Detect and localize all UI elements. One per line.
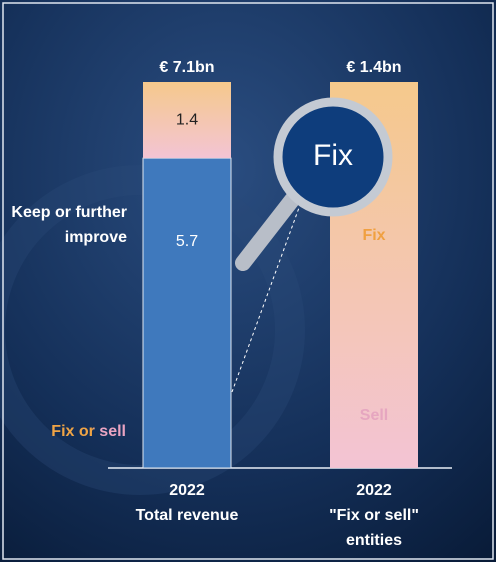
x-tick-year: 2022	[299, 478, 449, 503]
bar-segment	[143, 158, 231, 468]
segment-label: Sell	[360, 407, 388, 424]
x-tick-label: "Fix or sell" entities	[319, 503, 429, 553]
segment-label: Fix	[362, 227, 385, 244]
magnifier-label: Fix	[313, 139, 353, 172]
legend-label: Fix or sell	[51, 423, 126, 440]
total-label: € 1.4bn	[346, 59, 401, 76]
total-label: € 7.1bn	[159, 59, 214, 76]
value-label: 5.7	[176, 233, 198, 250]
page: Fix Sell Fix € 7.1bn 5.7 1.4 € 1.4bn Fix or s…	[0, 0, 496, 562]
x-tick-year: 2022	[112, 478, 262, 503]
legend-label: Keep or further improve	[7, 200, 127, 250]
x-tick-label: Total revenue	[112, 503, 262, 528]
value-label: 1.4	[176, 111, 198, 128]
